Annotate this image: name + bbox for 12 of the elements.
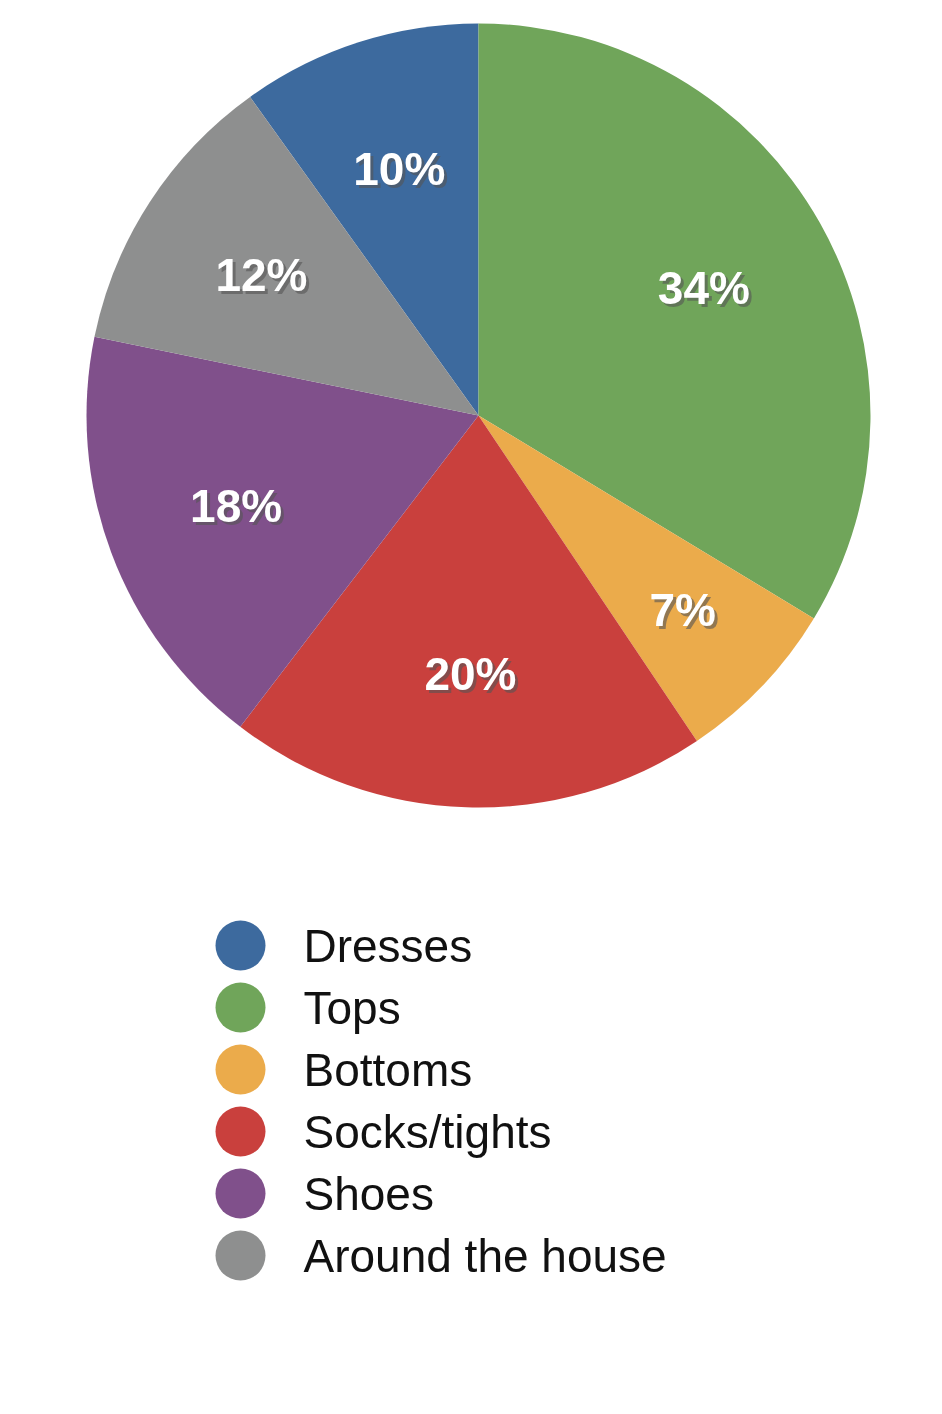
legend-label: Dresses (303, 919, 473, 972)
data-label: 10% (356, 146, 449, 199)
data-label: 7% (652, 587, 719, 640)
data-label: 20% (427, 651, 520, 704)
data-label: 12% (218, 251, 311, 304)
legend-label: Shoes (303, 1167, 434, 1220)
data-label: 34% (660, 265, 753, 318)
legend-label: Tops (303, 981, 401, 1034)
legend-label: Socks/tights (303, 1105, 552, 1158)
legend-label: Around the house (303, 1229, 667, 1282)
data-label: 18% (193, 483, 286, 536)
legend-label: Bottoms (303, 1043, 473, 1096)
